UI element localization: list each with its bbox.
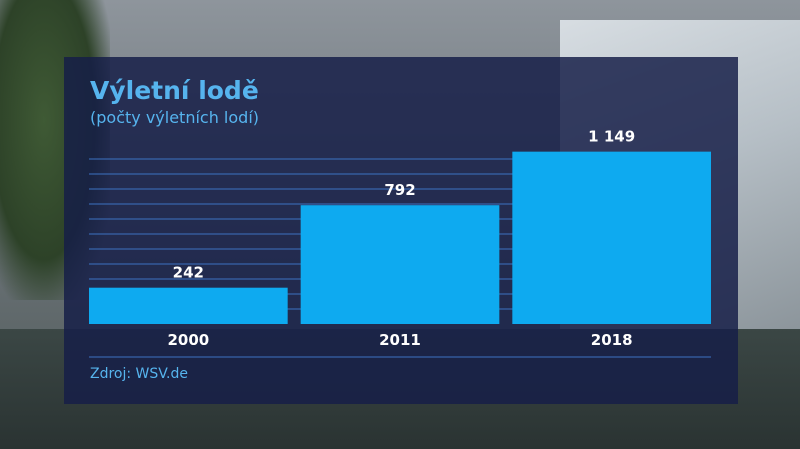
chart-subtitle: (počty výletních lodí): [90, 108, 259, 127]
chart-title: Výletní lodě: [90, 76, 259, 105]
bars: 242 2000 792 2011 1 149 2018: [89, 128, 711, 349]
bar-2018: [512, 151, 711, 324]
data-label-2000: 242: [173, 264, 204, 282]
x-tick-label-2011: 2011: [379, 331, 421, 349]
x-tick-label-2000: 2000: [167, 331, 209, 349]
x-tick-label-2018: 2018: [591, 331, 633, 349]
data-label-2018: 1 149: [588, 128, 635, 146]
source-note: Zdroj: WSV.de: [90, 366, 188, 382]
bar-2011: [300, 205, 500, 324]
bar-2000: [89, 287, 288, 324]
data-label-2011: 792: [384, 181, 415, 199]
